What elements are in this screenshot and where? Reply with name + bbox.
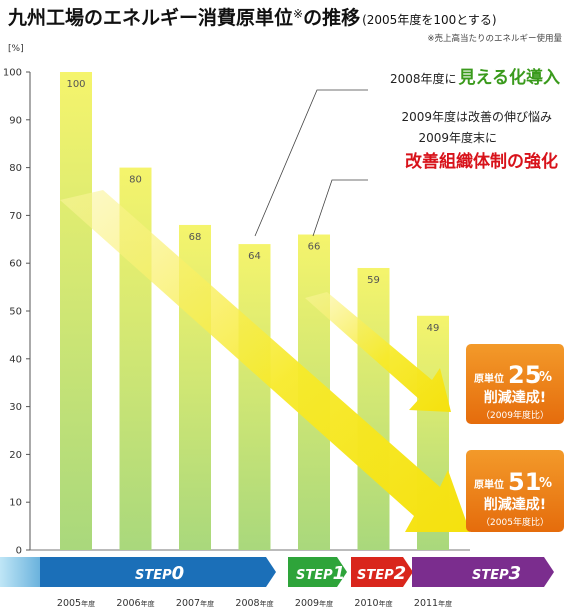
svg-text:（2009年度比）: （2009年度比）: [481, 409, 549, 421]
y-tick-label: 30: [9, 402, 22, 413]
x-tick-label: 2010年度: [354, 598, 392, 609]
y-tick-label: 10: [9, 498, 22, 509]
y-tick-label: 0: [16, 546, 22, 557]
svg-text:原単位: 原単位: [474, 372, 504, 385]
bar-value-label: 64: [248, 251, 261, 262]
step-band: STEP0 STEP1 STEP2 STEP3: [0, 557, 554, 587]
y-tick-label: 100: [3, 68, 22, 79]
annotation-2009-big: 改善組織体制の強化: [405, 151, 558, 172]
svg-text:25: 25: [508, 361, 541, 389]
y-axis-ticks: 0 10 20 30 40 50 60 70 80 90 100: [3, 68, 30, 557]
chart-title: 九州工場のエネルギー消費原単位※の推移 (2005年度を100とする): [7, 6, 497, 29]
annotation-2009-line2: 2009年度末に: [418, 130, 497, 145]
leader-line-2009: [312, 179, 368, 237]
x-tick-label: 2005年度: [57, 598, 95, 609]
svg-text:%: %: [539, 370, 552, 385]
step-2-arrow: [351, 557, 413, 587]
svg-text:削減達成!: 削減達成!: [484, 389, 546, 406]
bar-5: [357, 267, 390, 550]
y-tick-label: 20: [9, 450, 22, 461]
bar-value-label: 68: [189, 232, 202, 243]
y-tick-label: 40: [9, 354, 22, 365]
x-axis-labels: 2005年度 2006年度 2007年度 2008年度 2009年度 2010年度 2011…: [57, 598, 452, 609]
step-0-label: STEP0: [135, 563, 184, 584]
step-3-arrow: [412, 557, 554, 587]
y-tick-label: 90: [9, 115, 22, 126]
svg-text:51: 51: [508, 468, 541, 496]
y-tick-label: 50: [9, 307, 22, 318]
y-tick-label: 70: [9, 211, 22, 222]
trend-arrow-large: [60, 190, 470, 532]
bar-value-label: 80: [129, 175, 142, 186]
step-1-arrow: [288, 557, 347, 587]
bar-value-label: 49: [427, 323, 440, 334]
svg-text:（2005年度比）: （2005年度比）: [481, 516, 549, 528]
svg-text:削減達成!: 削減達成!: [484, 496, 546, 513]
svg-text:%: %: [539, 476, 552, 491]
step-3-label: STEP3: [472, 563, 521, 584]
leader-line-2008: [254, 89, 368, 237]
step-0-arrow: [40, 557, 276, 587]
step-1-label: STEP1: [296, 563, 345, 584]
bar-3: [238, 244, 271, 550]
bar-value-label: 100: [66, 79, 85, 90]
bar-value-label: 66: [308, 242, 321, 253]
annotation-2009-line1: 2009年度は改善の伸び悩み: [401, 109, 552, 124]
y-tick-label: 80: [9, 163, 22, 174]
y-axis-unit: [%]: [8, 44, 24, 54]
y-tick-label: 60: [9, 259, 22, 270]
x-tick-label: 2007年度: [176, 598, 214, 609]
bar-0: [60, 72, 92, 550]
x-tick-label: 2009年度: [295, 598, 333, 609]
x-tick-label: 2011年度: [414, 598, 452, 609]
step-2-label: STEP2: [357, 563, 406, 584]
trend-arrow-small: [305, 292, 451, 412]
bar-value-label: 59: [367, 275, 380, 286]
badge-25-percent: 原単位 25 % 削減達成! （2009年度比）: [466, 344, 564, 424]
x-tick-label: 2008年度: [235, 598, 273, 609]
badge-51-percent: 原単位 51 % 削減達成! （2005年度比）: [466, 450, 564, 532]
annotation-2008: 2008年度に 見える化導入: [390, 67, 560, 88]
svg-text:原単位: 原単位: [474, 478, 504, 491]
x-tick-label: 2006年度: [116, 598, 154, 609]
chart-footnote: ※売上高当たりのエネルギー使用量: [427, 33, 562, 44]
